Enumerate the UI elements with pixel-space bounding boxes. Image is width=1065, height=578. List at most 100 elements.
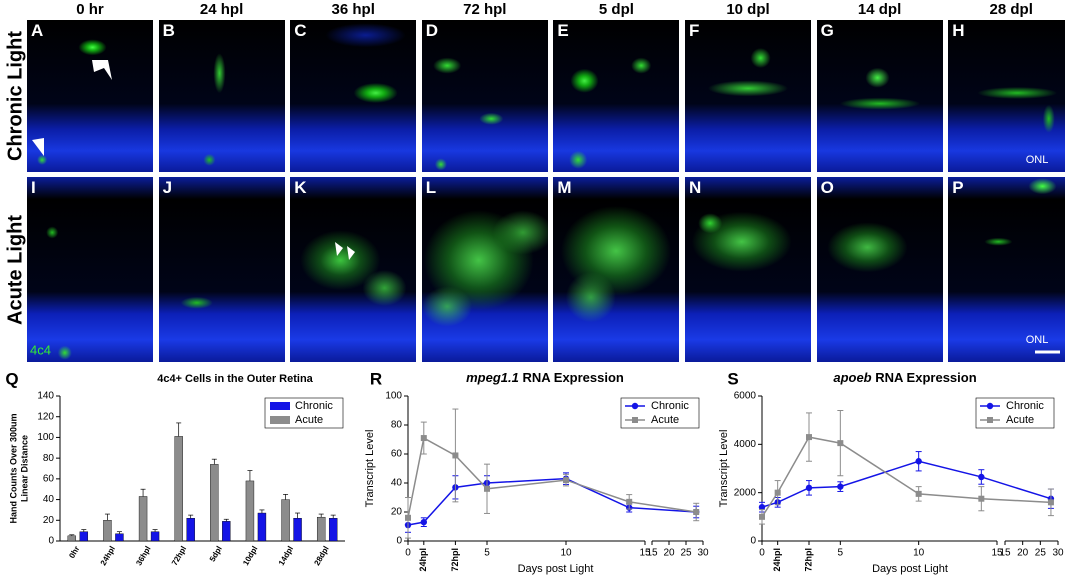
title-text: 4c4+ Cells in the Outer Retina — [157, 373, 313, 385]
arrowhead — [335, 242, 343, 256]
column-header: 0 hr — [76, 1, 104, 18]
x-tick-label: 72hpl — [450, 548, 460, 572]
panel-letter: R — [370, 369, 382, 388]
micrograph: I — [27, 177, 153, 362]
panel-letter: A — [31, 21, 44, 40]
panel-letter: I — [31, 178, 36, 197]
panel-letter: G — [820, 21, 834, 40]
bar — [174, 436, 183, 542]
bar — [67, 535, 77, 542]
point — [420, 435, 427, 442]
stain-label: 4c4 — [30, 342, 51, 357]
y-tick-label: 0 — [750, 536, 756, 547]
chart-title: 4c4+ Cells in the Outer Retina — [157, 373, 313, 385]
y-tick-label: 6000 — [734, 391, 757, 402]
column-header: 10 dpl — [726, 1, 769, 18]
y-tick-label: 40 — [43, 494, 55, 505]
x-tick-label: 5 — [484, 548, 490, 559]
x-tick-label: 10dpl — [241, 545, 259, 568]
y-tick-label: 100 — [37, 432, 54, 443]
panel-letter: O — [820, 178, 834, 197]
x-tick-label: 0 — [759, 548, 765, 559]
micrograph: L — [421, 177, 548, 362]
x-tick-label: 30 — [697, 548, 709, 559]
x-tick-label: 25 — [1035, 548, 1047, 559]
micrograph: G — [816, 20, 943, 172]
y-tick-label: 20 — [43, 515, 55, 526]
bar — [316, 516, 326, 542]
title-text: RNA Expression — [875, 370, 976, 385]
x-tick-label: 15 — [639, 548, 651, 559]
micrograph: M — [553, 177, 680, 362]
legend-label: Chronic — [295, 400, 333, 412]
y-tick-label: 100 — [385, 391, 402, 402]
x-tick-label: 20 — [1017, 548, 1029, 559]
point — [1047, 499, 1054, 506]
x-tick-label: 14dpl — [277, 545, 295, 568]
y-tick-label: 120 — [37, 411, 54, 422]
y-tick-label: 60 — [43, 473, 55, 484]
panel-letter: E — [557, 21, 569, 40]
point — [805, 484, 813, 492]
bar — [115, 533, 124, 542]
micrograph: O — [816, 177, 943, 362]
point — [978, 473, 985, 481]
y-tick-label: 20 — [391, 507, 403, 518]
legend-marker — [631, 402, 639, 410]
point — [837, 440, 844, 447]
point — [837, 483, 844, 490]
micrograph: P — [948, 177, 1065, 362]
column-header: 28 dpl — [990, 1, 1033, 18]
point — [420, 518, 427, 526]
point — [915, 490, 922, 497]
micrograph: K — [290, 177, 417, 362]
x-tick-label: 28dpl — [312, 545, 330, 568]
bar — [186, 518, 195, 542]
x-tick-label: 0hr — [67, 545, 81, 560]
column-header: 72 hpl — [463, 1, 506, 18]
legend-label: Acute — [651, 414, 679, 426]
x-tick-label: 24hpl — [418, 548, 428, 572]
panel-letter: K — [294, 178, 307, 197]
micrograph: H — [948, 20, 1065, 172]
y-tick-label: 60 — [391, 449, 403, 460]
column-header: 5 dpl — [599, 1, 634, 18]
panel-letter: D — [425, 21, 439, 40]
x-axis-label: Days post Light — [518, 563, 594, 575]
x-axis-label: Days post Light — [872, 563, 948, 575]
x-tick-label: 36hpl — [134, 545, 152, 568]
x-tick-label: 5dpl — [208, 545, 224, 564]
y-axis-label: Linear Distance — [19, 435, 29, 502]
column-header: 14 dpl — [858, 1, 901, 18]
legend-label: Acute — [295, 414, 323, 426]
x-tick-label: 10 — [913, 548, 925, 559]
micrograph: N — [685, 177, 811, 362]
arrowhead — [32, 138, 44, 156]
bar — [245, 480, 255, 542]
y-tick-label: 140 — [37, 391, 54, 402]
title-gene: apoeb — [833, 370, 871, 385]
legend-label: Chronic — [651, 400, 689, 412]
x-tick-label: 72hpl — [803, 548, 813, 572]
x-tick-label: 20 — [663, 548, 675, 559]
y-tick-label: 2000 — [734, 487, 757, 498]
bar — [210, 464, 219, 542]
point — [978, 495, 985, 502]
row-label: Acute Light — [4, 215, 26, 325]
x-tick-label: 0 — [405, 548, 411, 559]
legend-marker — [987, 417, 993, 423]
x-tick-label: 5 — [838, 548, 844, 559]
bar — [328, 518, 338, 542]
arrowhead — [92, 60, 112, 80]
y-axis-label: Hand Counts Over 300um — [8, 413, 18, 523]
panel-letter: P — [952, 178, 964, 197]
column-header: 36 hpl — [332, 1, 375, 18]
legend-marker — [986, 402, 994, 410]
row-label: Chronic Light — [4, 31, 26, 161]
legend-marker — [632, 417, 638, 423]
point — [693, 509, 700, 515]
micrograph: B — [158, 20, 285, 172]
point — [405, 514, 411, 521]
layer-label: ONL — [1026, 334, 1049, 346]
panel-letter: S — [727, 369, 738, 388]
